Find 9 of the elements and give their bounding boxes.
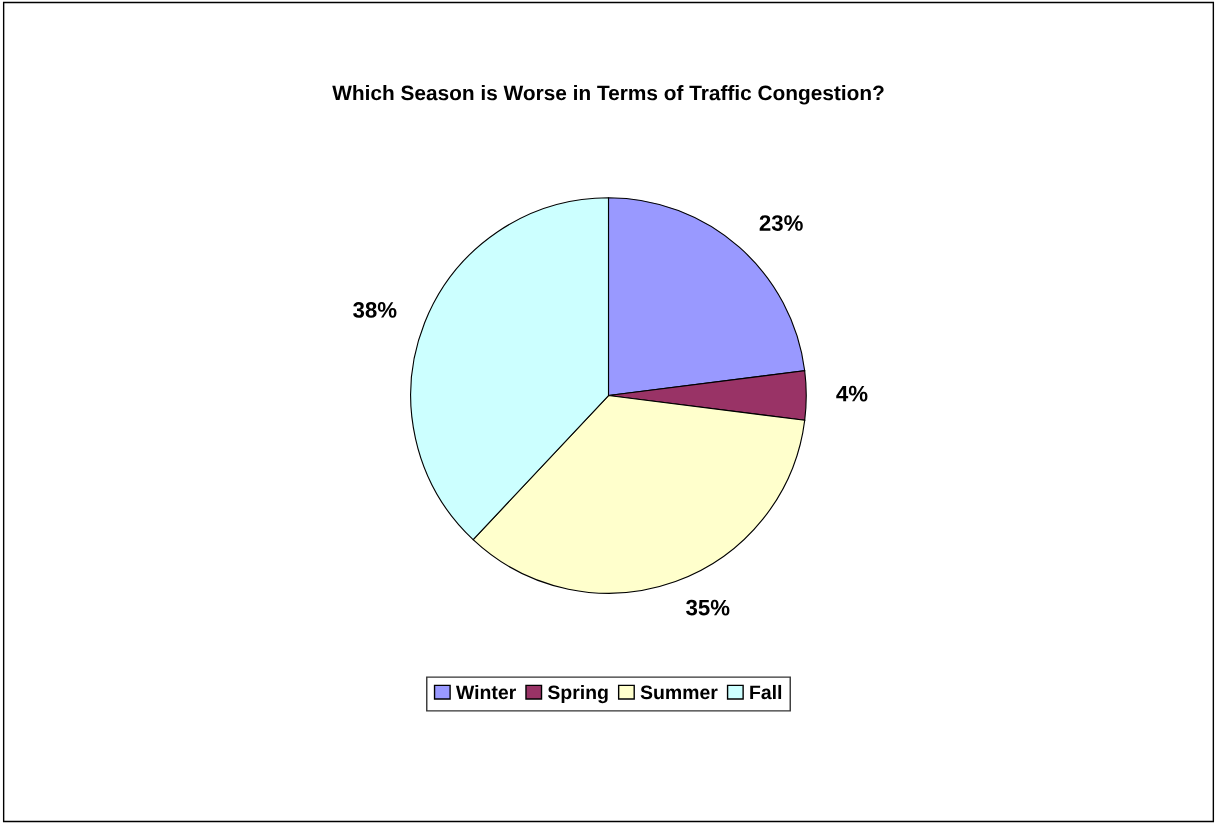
legend-label: Fall bbox=[750, 684, 782, 700]
chart-title: Which Season is Worse in Terms of Traffic Congestion? bbox=[332, 85, 884, 105]
data-label: 23% bbox=[759, 215, 803, 231]
legend-label: Spring bbox=[547, 684, 608, 704]
data-label: 38% bbox=[353, 302, 397, 318]
legend-label: Winter bbox=[455, 684, 516, 700]
legend-label: Summer bbox=[640, 685, 718, 700]
data-label: 4% bbox=[836, 385, 868, 402]
data-label: 35% bbox=[686, 599, 730, 616]
